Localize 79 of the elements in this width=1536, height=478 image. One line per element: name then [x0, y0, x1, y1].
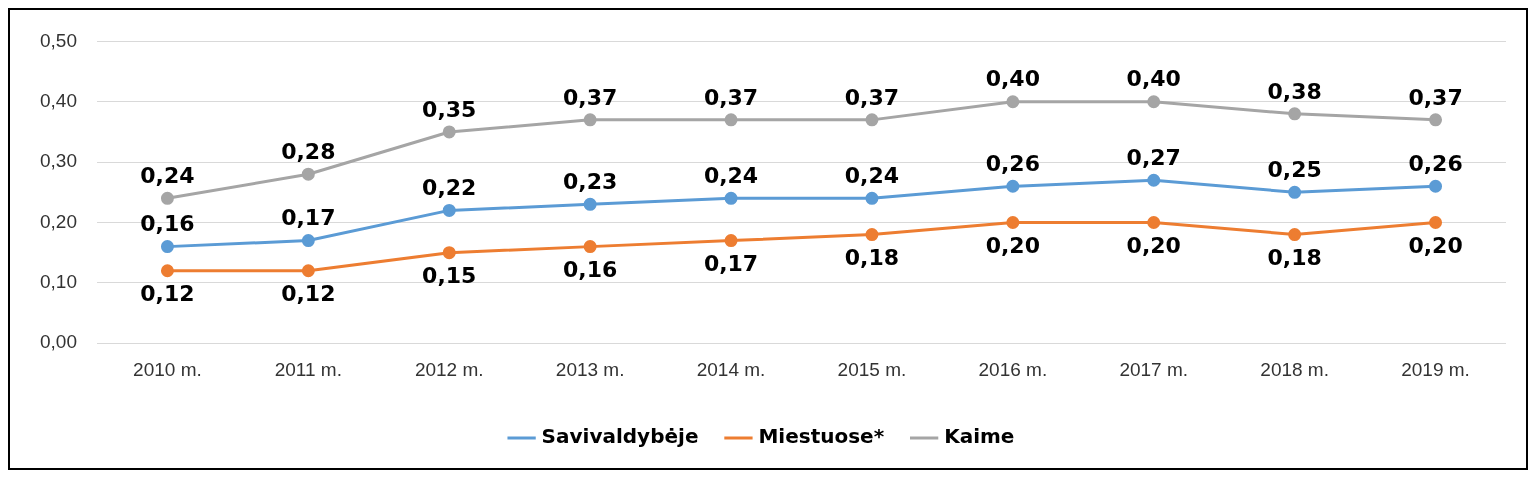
data-label: 0,12: [140, 281, 195, 307]
point: [442, 246, 456, 260]
data-label: 0,12: [281, 281, 336, 307]
data-label: 0,17: [281, 205, 336, 231]
data-label: 0,16: [140, 211, 195, 237]
data-label: 0,15: [422, 263, 477, 289]
data-label: 0,17: [703, 251, 759, 277]
data-label: 0,20: [1126, 233, 1181, 259]
point: [1006, 215, 1020, 229]
y-tick-label: 0,40: [40, 89, 77, 111]
x-tick-label: 2011 m.: [274, 358, 342, 380]
point: [1006, 95, 1020, 109]
data-label: 0,37: [563, 84, 618, 110]
point: [1147, 173, 1161, 187]
x-tick-label: 2012 m.: [414, 358, 484, 380]
data-label: 0,18: [844, 245, 900, 271]
data-label: 0,37: [844, 84, 900, 110]
point: [1288, 228, 1302, 242]
point: [865, 228, 879, 242]
point: [1429, 113, 1443, 127]
point: [865, 113, 879, 127]
y-tick-label: 0,20: [40, 210, 77, 232]
y-tick-label: 0,10: [40, 271, 77, 293]
data-label: 0,28: [281, 138, 336, 164]
data-label: 0,37: [1408, 84, 1463, 110]
data-label: 0,24: [140, 163, 195, 189]
point: [160, 264, 174, 278]
x-tick-label: 2018 m.: [1260, 358, 1329, 380]
data-label: 0,22: [422, 175, 477, 201]
y-tick-label: 0,30: [40, 150, 77, 172]
point: [301, 167, 315, 181]
legend-label: Miestuose*: [758, 424, 885, 449]
point: [724, 113, 738, 127]
data-label: 0,40: [1126, 66, 1181, 92]
data-label: 0,35: [422, 96, 477, 122]
data-label: 0,25: [1267, 157, 1322, 183]
data-label: 0,16: [563, 257, 618, 283]
x-tick-label: 2013 m.: [555, 358, 625, 380]
point: [1288, 107, 1302, 121]
y-tick-label: 0,00: [40, 331, 77, 353]
data-label: 0,27: [1126, 144, 1181, 170]
point: [865, 191, 879, 205]
data-label: 0,18: [1267, 245, 1322, 271]
data-label: 0,20: [1408, 233, 1463, 259]
point: [1429, 215, 1443, 229]
data-label: 0,20: [985, 233, 1040, 259]
data-label: 0,24: [703, 163, 759, 189]
x-tick-label: 2015 m.: [837, 358, 907, 380]
x-tick-label: 2019 m.: [1401, 358, 1470, 380]
x-tick-label: 2017 m.: [1119, 358, 1189, 380]
legend-label: Kaime: [944, 424, 1015, 449]
point: [1006, 179, 1020, 193]
x-tick-label: 2014 m.: [696, 358, 766, 380]
point: [583, 197, 597, 211]
point: [1147, 95, 1161, 109]
point: [724, 234, 738, 248]
point: [583, 113, 597, 127]
legend-label: Savivaldybėje: [541, 424, 699, 449]
data-label: 0,23: [563, 169, 618, 195]
point: [301, 234, 315, 248]
data-label: 0,26: [1408, 150, 1463, 176]
point: [1147, 215, 1161, 229]
point: [583, 240, 597, 254]
y-tick-label: 0,50: [40, 29, 77, 51]
point: [1288, 185, 1302, 199]
point: [442, 203, 456, 217]
point: [160, 240, 174, 254]
x-tick-label: 2010 m.: [133, 358, 202, 380]
data-label: 0,40: [985, 66, 1040, 92]
point: [724, 191, 738, 205]
point: [442, 125, 456, 139]
data-label: 0,26: [985, 150, 1040, 176]
x-tick-label: 2016 m.: [978, 358, 1048, 380]
point: [160, 191, 174, 205]
data-label: 0,37: [703, 84, 759, 110]
point: [1429, 179, 1443, 193]
data-label: 0,38: [1267, 78, 1322, 104]
point: [301, 264, 315, 278]
data-label: 0,24: [844, 163, 900, 189]
